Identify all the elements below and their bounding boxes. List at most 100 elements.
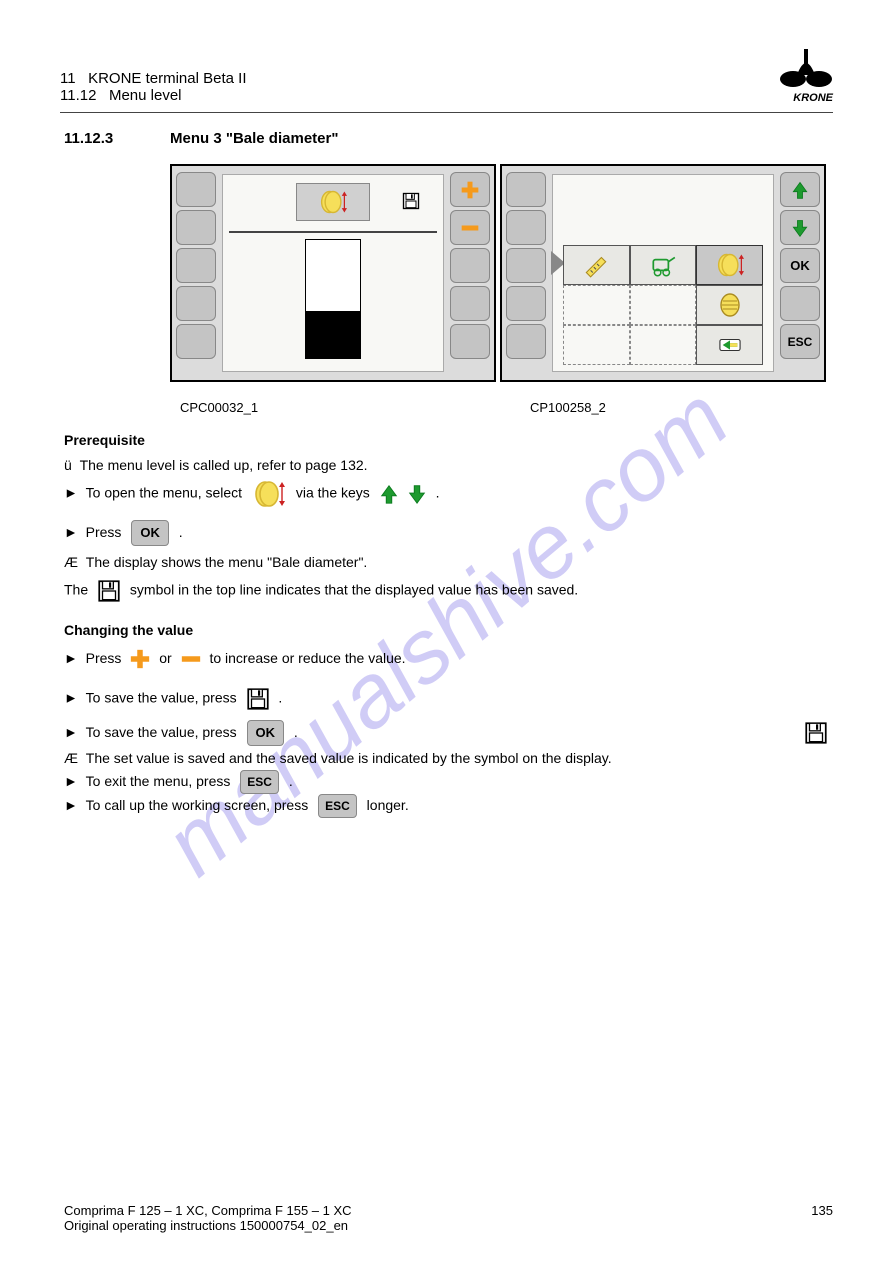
ok-key-inline: OK	[247, 720, 285, 746]
page-number: 135	[811, 1203, 833, 1233]
change1-mid: or	[159, 650, 171, 666]
softkey-up[interactable]	[780, 172, 820, 207]
step1-mid: via the keys	[296, 485, 370, 501]
softkey-blank[interactable]	[176, 172, 216, 207]
section-number: 11.12.3	[64, 130, 113, 147]
prereq-item: The menu level is called up, refer to pa…	[80, 457, 368, 473]
net-icon	[717, 292, 743, 318]
prereq-heading: Prerequisite	[64, 430, 833, 451]
softkey-blank[interactable]	[176, 286, 216, 321]
change3-pre: The set value is saved and the saved val…	[86, 750, 470, 766]
softkey-blank[interactable]	[506, 286, 546, 321]
selected-tab-bale	[296, 183, 370, 221]
ok-key-inline: OK	[131, 520, 169, 546]
krone-logo	[779, 44, 833, 90]
panel-center	[552, 174, 774, 372]
divider	[229, 231, 437, 233]
footer-doc: Original operating instructions 15000075…	[64, 1218, 352, 1233]
left-softkeys	[176, 172, 216, 359]
ruler-icon	[582, 251, 610, 279]
change4-pre: To exit the menu, press	[86, 773, 231, 789]
bar-fill	[306, 311, 360, 358]
softkey-esc[interactable]: ESC	[780, 324, 820, 359]
menu-cell-sensors[interactable]	[563, 245, 630, 285]
right-softkeys: OK ESC	[780, 172, 820, 359]
panel-bale-diameter-menu	[170, 164, 496, 382]
plus-icon	[460, 180, 480, 200]
menu-cell-empty	[563, 325, 630, 365]
menu-cell-machine[interactable]	[630, 245, 697, 285]
panel-center	[222, 174, 444, 372]
softkey-plus[interactable]	[450, 172, 490, 207]
softkey-blank[interactable]	[176, 324, 216, 359]
bale-icon	[250, 478, 288, 510]
change5-pre: To call up the working screen, press	[86, 797, 309, 813]
plus-icon	[129, 648, 151, 670]
change-heading: Changing the value	[64, 620, 833, 641]
softkey-blank[interactable]	[450, 248, 490, 283]
softkey-down[interactable]	[780, 210, 820, 245]
disk-icon	[803, 720, 829, 746]
softkey-blank[interactable]	[506, 172, 546, 207]
page-header: 11 KRONE terminal Beta II 11.12 Menu lev…	[60, 44, 833, 113]
arrow-up-icon	[790, 180, 810, 200]
softkey-blank[interactable]	[506, 210, 546, 245]
change4-post: .	[289, 773, 293, 789]
change2b-post: .	[294, 724, 298, 740]
softkey-ok[interactable]: OK	[780, 248, 820, 283]
change2-post: .	[278, 690, 282, 706]
chapter-title: KRONE terminal Beta II	[88, 70, 246, 87]
screenshot-panels: OK ESC	[170, 164, 826, 382]
menu-cell-empty	[630, 325, 697, 365]
softkey-blank[interactable]	[506, 324, 546, 359]
left-softkeys	[506, 172, 546, 359]
softkey-minus[interactable]	[450, 210, 490, 245]
softkey-blank[interactable]	[176, 210, 216, 245]
machine-icon	[648, 251, 678, 279]
footer-product: Comprima F 125 – 1 XC, Comprima F 155 – …	[64, 1203, 352, 1218]
back-icon	[715, 334, 745, 356]
esc-key-inline: ESC	[318, 794, 357, 818]
menu-cell-bale[interactable]	[696, 245, 763, 285]
change1-post: to increase or reduce the value.	[209, 650, 405, 666]
minus-icon	[180, 648, 202, 670]
panel-menu-level: OK ESC	[500, 164, 826, 382]
menu-cell-net[interactable]	[696, 285, 763, 325]
chapter-number: 11	[60, 70, 76, 87]
bar-graph	[305, 239, 361, 359]
esc-key-inline: ESC	[240, 770, 279, 794]
bale-icon	[312, 188, 354, 216]
disk-icon	[96, 578, 122, 604]
change1-pre: Press	[86, 650, 122, 666]
subsection-title: Menu level	[109, 87, 182, 104]
menu-cell-back[interactable]	[696, 325, 763, 365]
step1-pre: To open the menu, select	[86, 485, 242, 501]
caption-left: CPC00032_1	[180, 400, 258, 415]
softkey-blank[interactable]	[450, 286, 490, 321]
step4-pre: The	[64, 582, 88, 598]
softkey-blank[interactable]	[506, 248, 546, 283]
disk-icon	[401, 191, 421, 211]
step2-pre: Press	[86, 524, 122, 540]
menu-grid	[563, 245, 763, 361]
right-softkeys	[450, 172, 490, 359]
disk-icon	[245, 686, 271, 712]
softkey-blank[interactable]	[450, 324, 490, 359]
section-title: Menu 3 "Bale diameter"	[170, 130, 338, 147]
caption-right: CP100258_2	[530, 400, 606, 415]
subsection-number: 11.12	[60, 87, 96, 104]
change5-post: longer.	[367, 797, 409, 813]
page-footer: Comprima F 125 – 1 XC, Comprima F 155 – …	[64, 1203, 833, 1233]
arrow-down-icon	[406, 483, 428, 505]
minus-icon	[460, 218, 480, 238]
change3-post: symbol on the display.	[474, 750, 611, 766]
step4-post: symbol in the top line indicates that th…	[130, 582, 578, 598]
bale-icon	[713, 251, 747, 279]
brand-label: KRONE	[779, 92, 833, 104]
step1-post: .	[436, 485, 440, 501]
step2-post: .	[179, 524, 183, 540]
menu-cell-empty	[563, 285, 630, 325]
softkey-blank[interactable]	[780, 286, 820, 321]
arrow-down-icon	[790, 218, 810, 238]
softkey-blank[interactable]	[176, 248, 216, 283]
